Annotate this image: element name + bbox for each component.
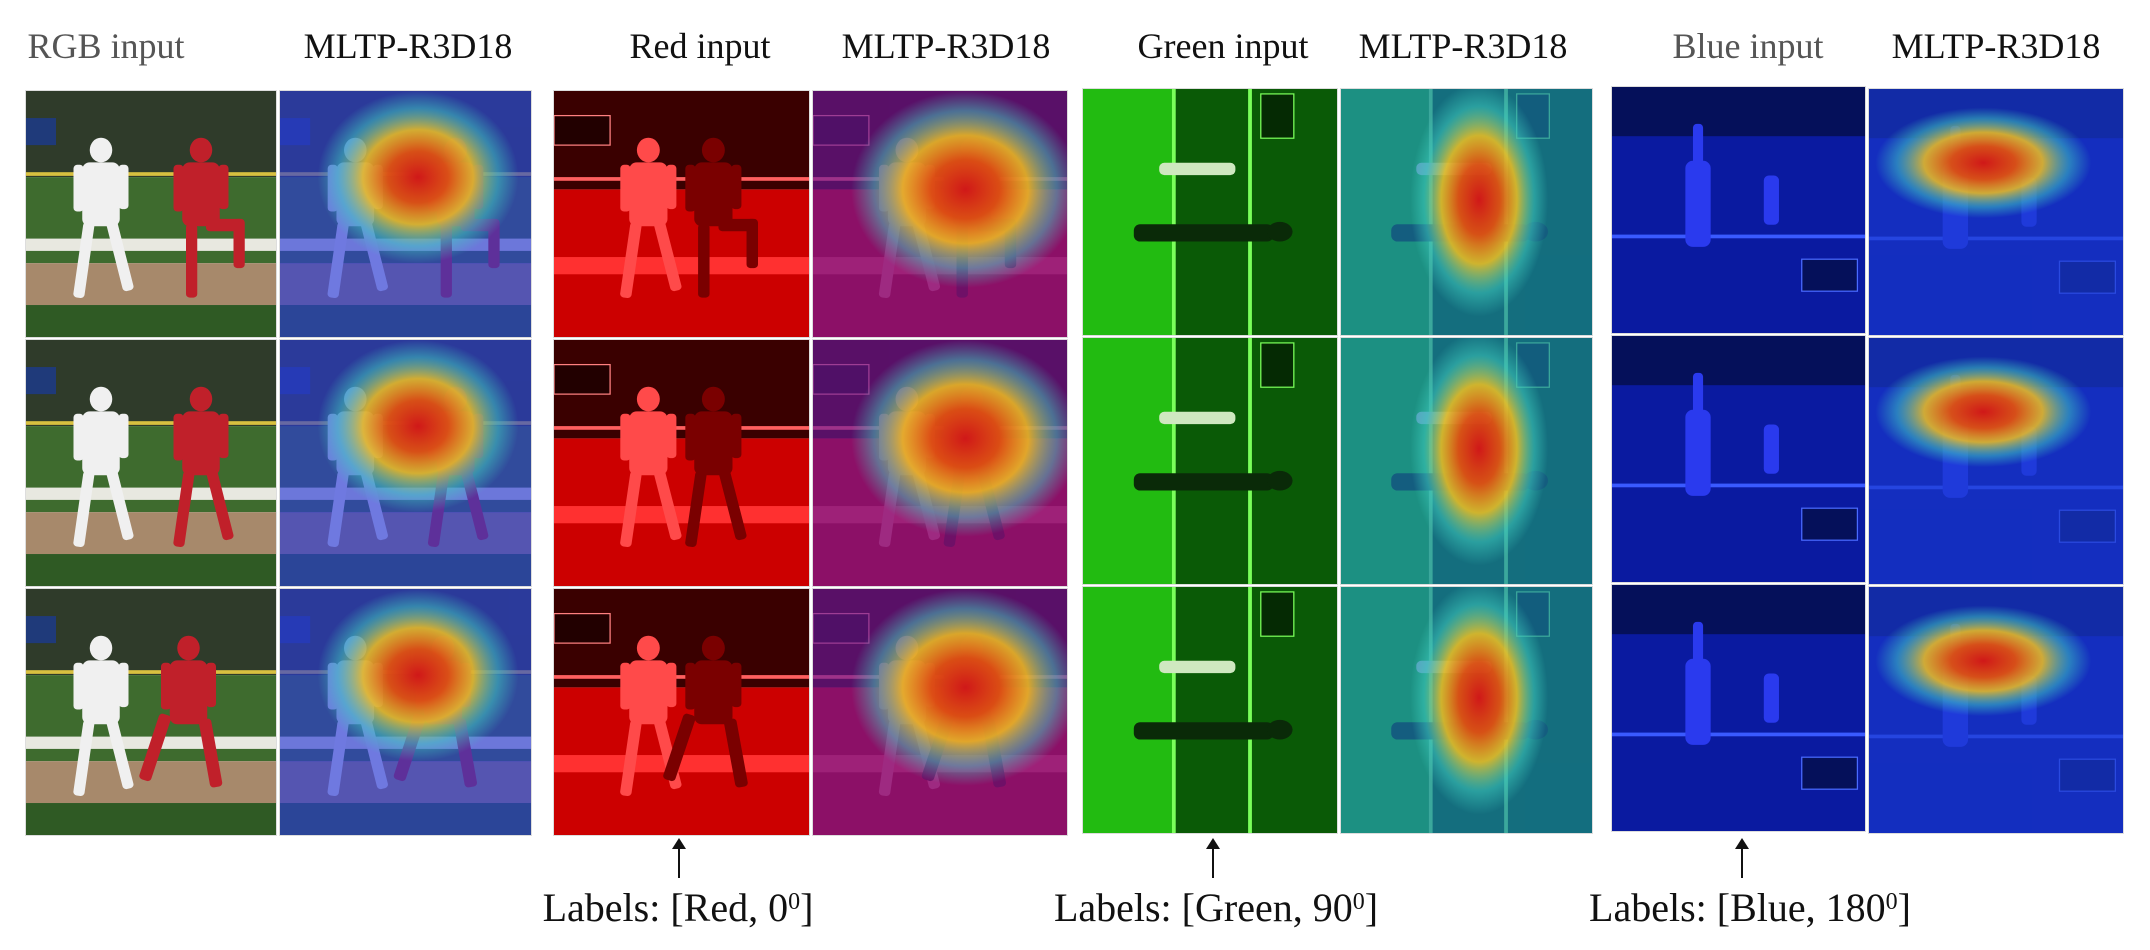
rgb-map-frame-row1 — [279, 90, 532, 338]
blue-in-frame-row3 — [1611, 584, 1866, 832]
red-map-frame-row2 — [812, 339, 1068, 587]
label-green: Labels: [Green, 900] — [1053, 885, 1379, 930]
header-green-heatmap: MLTP-R3D18 — [1358, 26, 1568, 66]
blue-in-frame-row2 — [1611, 335, 1866, 583]
header-red-heatmap: MLTP-R3D18 — [841, 26, 1051, 66]
arrow-green — [1206, 838, 1220, 878]
label-red: Labels: [Red, 00] — [542, 885, 814, 930]
header-blue-input: Blue input — [1672, 26, 1824, 66]
header-rgb-input: RGB input — [27, 26, 185, 66]
blue-in-frame-row1 — [1611, 86, 1866, 334]
green-map-frame-row1 — [1340, 88, 1593, 336]
blue-map-frame-row2 — [1868, 337, 2124, 585]
red-in-frame-row3 — [553, 588, 810, 836]
blue-map-frame-row3 — [1868, 586, 2124, 834]
red-in-frame-row2 — [553, 339, 810, 587]
header-rgb-heatmap: MLTP-R3D18 — [303, 26, 513, 66]
green-map-frame-row2 — [1340, 337, 1593, 585]
header-green-input: Green input — [1137, 26, 1309, 66]
arrow-blue — [1735, 838, 1749, 878]
green-in-frame-row3 — [1082, 586, 1338, 834]
green-in-frame-row1 — [1082, 88, 1338, 336]
rgb-map-frame-row2 — [279, 339, 532, 587]
green-in-frame-row2 — [1082, 337, 1338, 585]
red-in-frame-row1 — [553, 90, 810, 338]
red-map-frame-row1 — [812, 90, 1068, 338]
blue-map-frame-row1 — [1868, 88, 2124, 336]
rgb-in-frame-row2 — [25, 339, 277, 587]
label-blue: Labels: [Blue, 1800] — [1589, 885, 1911, 930]
header-blue-heatmap: MLTP-R3D18 — [1891, 26, 2101, 66]
rgb-map-frame-row3 — [279, 588, 532, 836]
arrow-red — [672, 838, 686, 878]
rgb-in-frame-row3 — [25, 588, 277, 836]
green-map-frame-row3 — [1340, 586, 1593, 834]
header-red-input: Red input — [629, 26, 771, 66]
red-map-frame-row3 — [812, 588, 1068, 836]
rgb-in-frame-row1 — [25, 90, 277, 338]
